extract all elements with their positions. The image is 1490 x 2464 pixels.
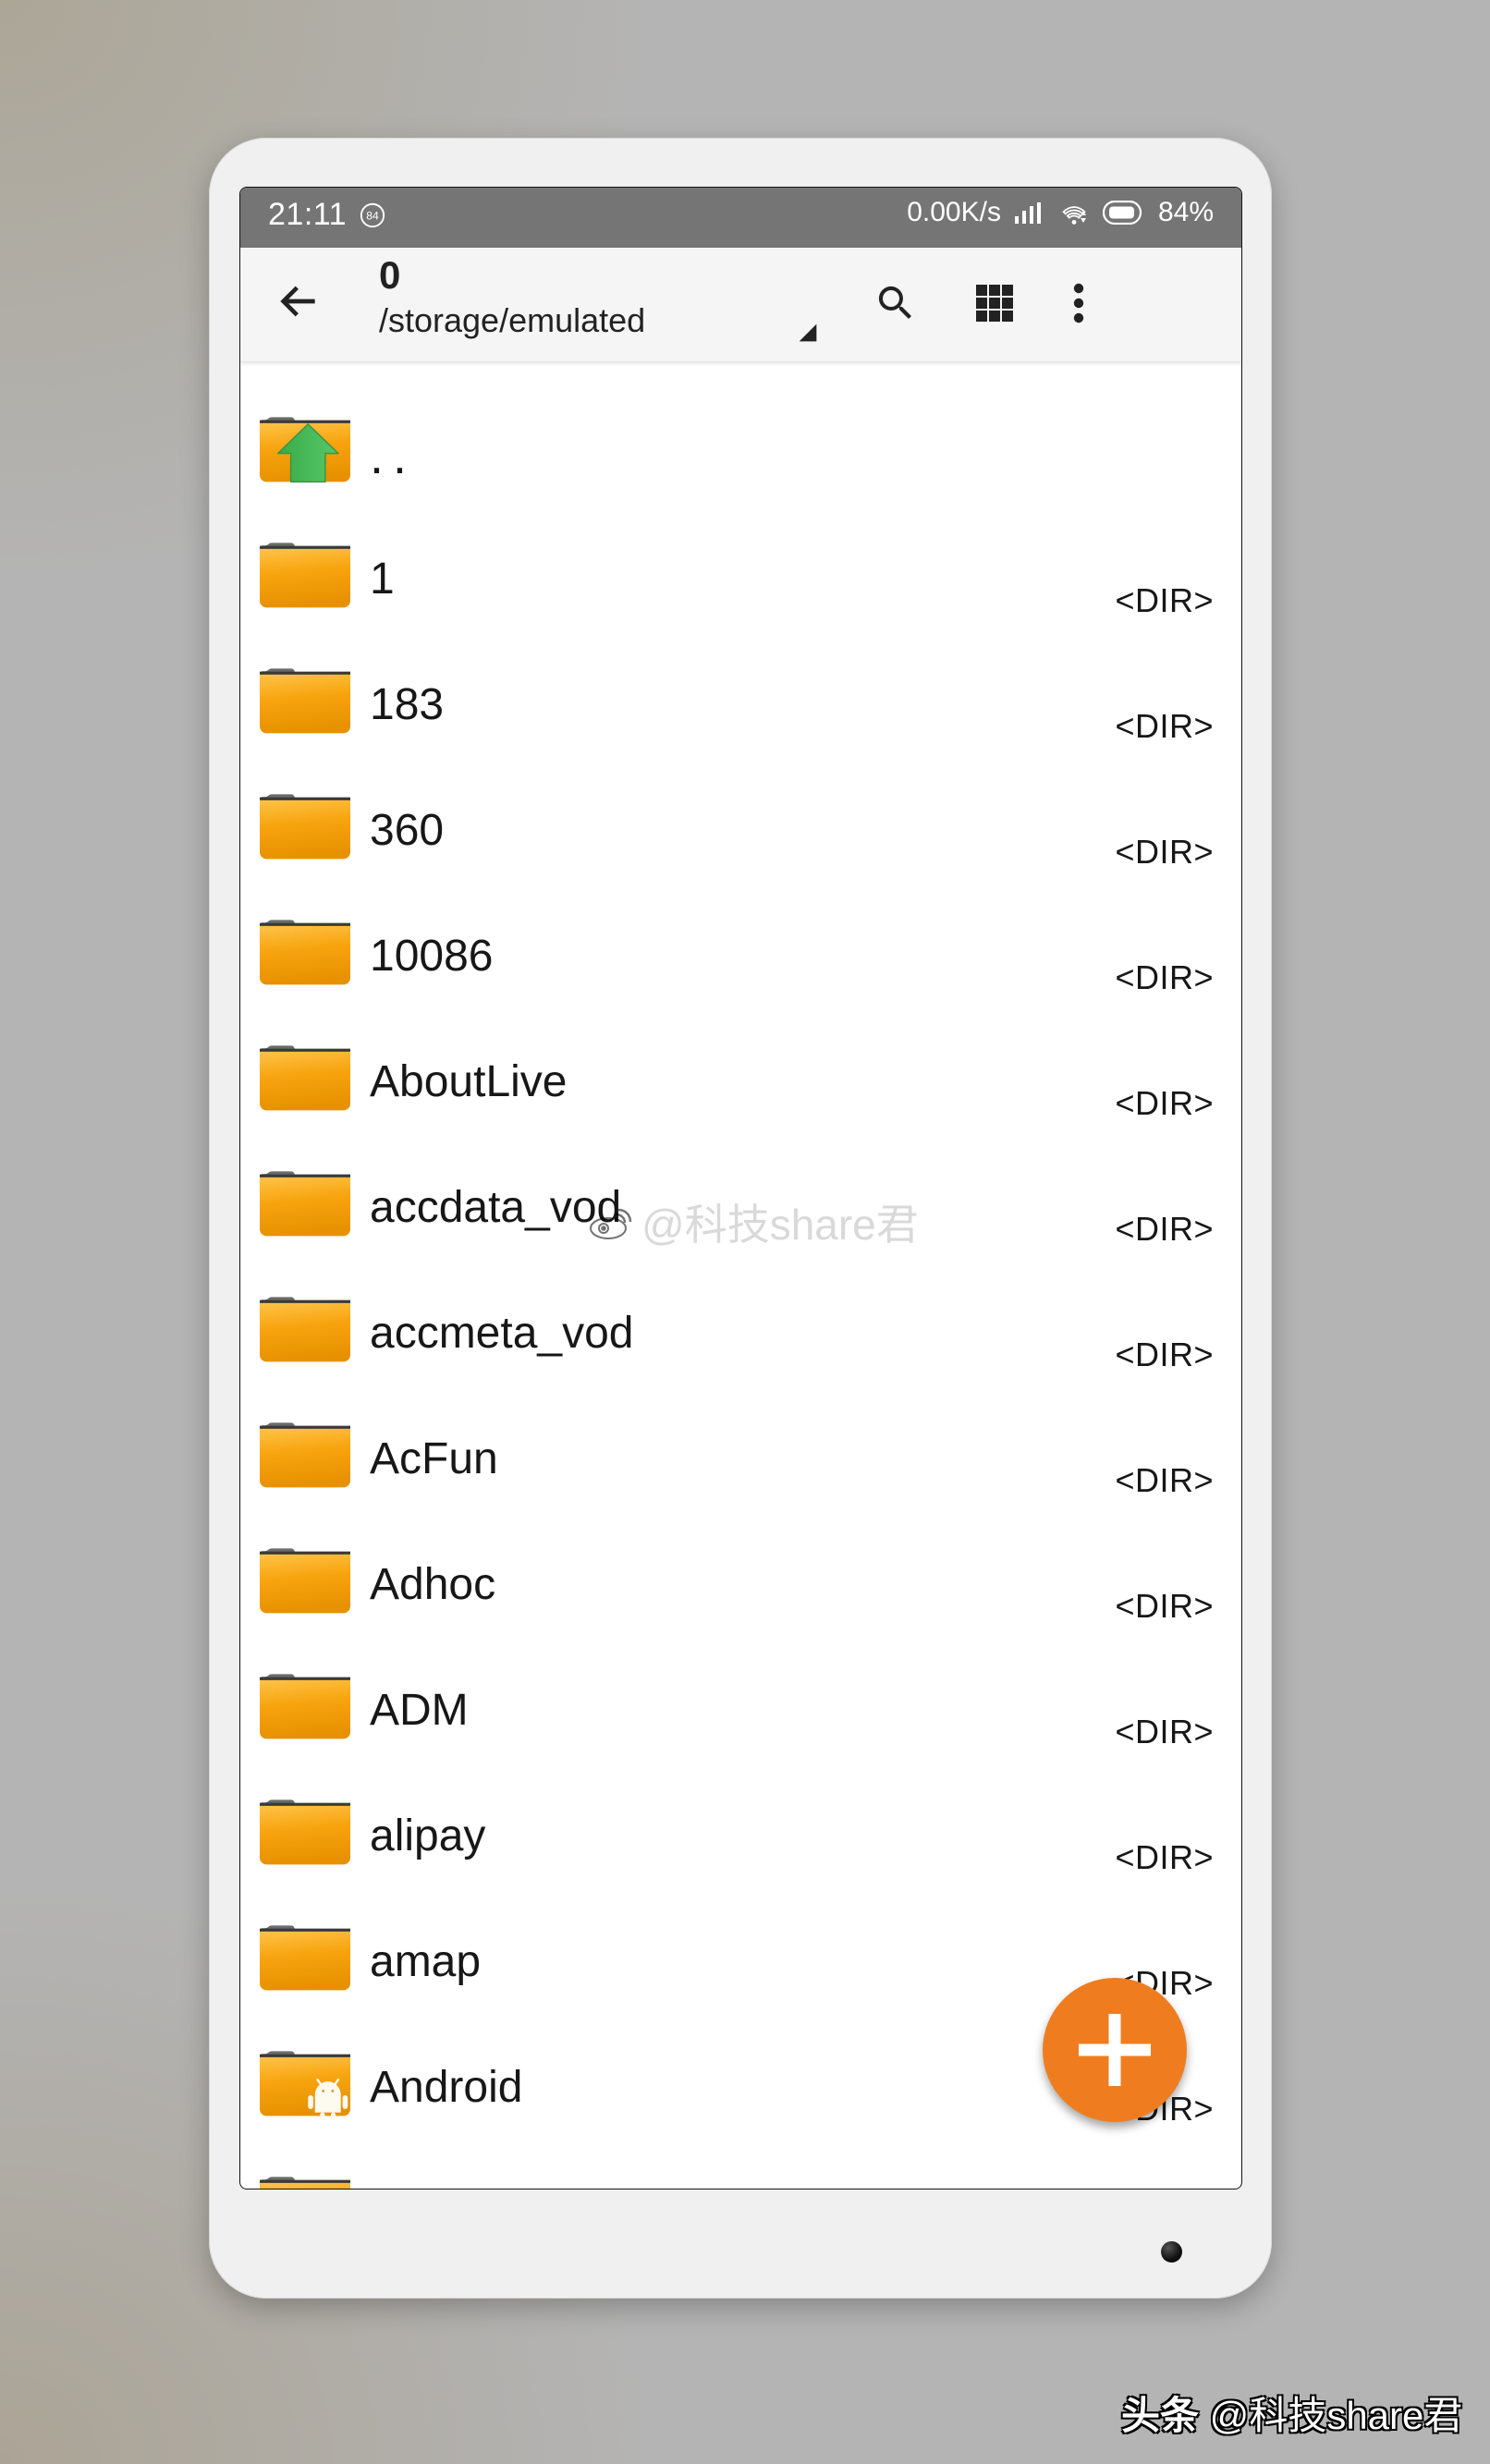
svg-text:84: 84 (366, 210, 379, 223)
